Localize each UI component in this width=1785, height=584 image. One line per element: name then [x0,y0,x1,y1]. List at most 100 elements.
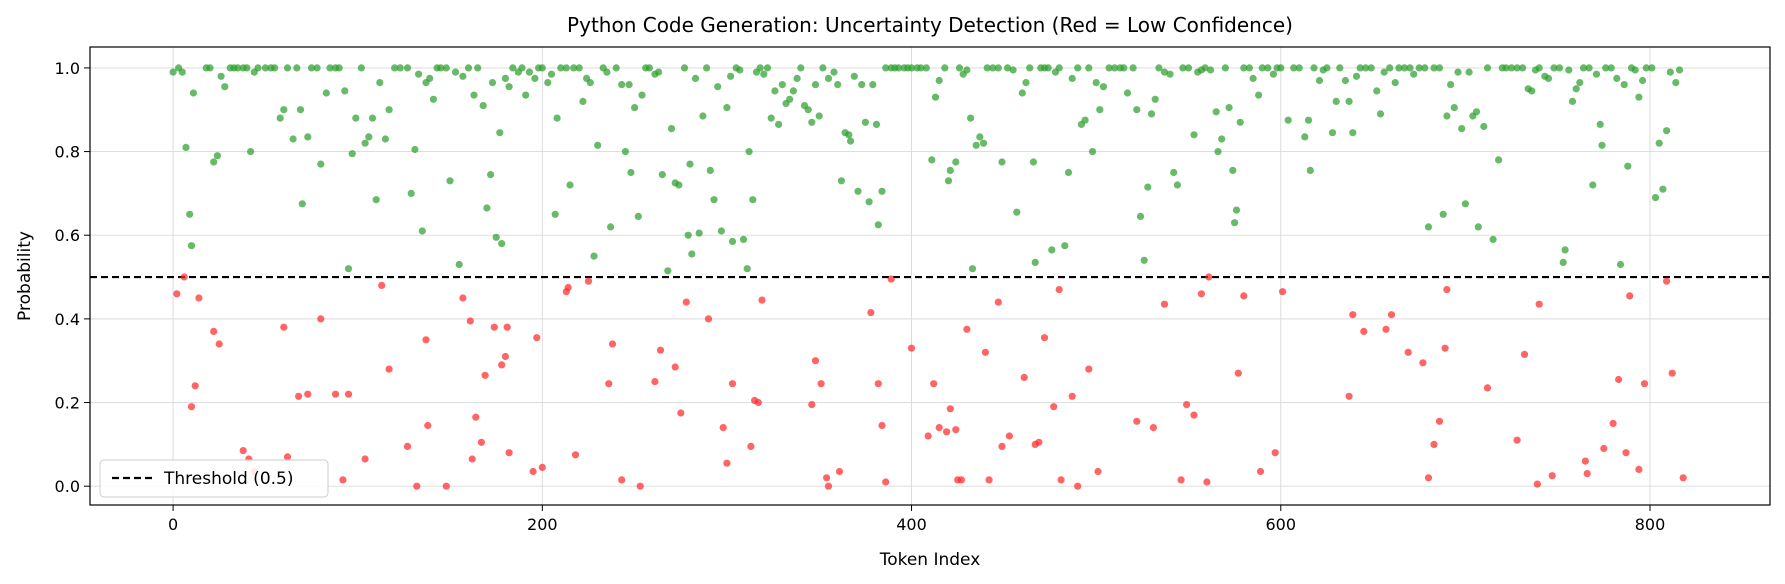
data-point [1631,66,1639,74]
data-point [1579,64,1588,72]
data-point [1585,64,1593,72]
data-point [492,233,500,241]
data-point [1592,70,1601,78]
data-point [1663,127,1671,135]
data-point [778,81,786,89]
data-point [522,91,530,99]
data-point [1443,286,1451,294]
data-point [304,390,312,398]
data-point [566,181,574,189]
data-point [1380,68,1388,76]
data-point [817,380,825,388]
data-point [1424,474,1433,482]
data-point [887,275,895,283]
data-point [1310,64,1318,72]
data-point [501,352,509,361]
data-point [1057,476,1065,484]
data-point [468,455,476,463]
data-point [1465,68,1473,76]
x-axis-label: Token Index [879,550,981,570]
data-point [280,106,288,114]
data-point [1568,97,1577,105]
data-point [1050,403,1058,411]
data-point [684,231,692,239]
data-point [878,187,886,195]
data-point [952,426,960,434]
data-point [1245,64,1253,72]
data-point [1461,200,1469,208]
data-point [704,315,713,323]
data-point [293,64,301,72]
data-point [557,64,565,72]
data-point [1155,64,1163,72]
data-point [529,467,537,476]
data-point [636,482,644,490]
data-point [442,482,450,490]
data-point [533,334,541,342]
data-point [1096,106,1104,114]
data-point [955,64,964,72]
data-point [1074,482,1082,490]
data-point [1406,64,1414,72]
data-point [1679,474,1687,482]
data-point [1640,380,1649,388]
data-point [307,64,316,72]
data-point [1544,74,1553,82]
data-point [1203,478,1211,486]
data-point [603,68,611,76]
data-point [612,64,620,72]
legend: Threshold (0.5) [99,459,329,498]
y-axis-ticks: 0.0 0.2 0.4 0.6 0.8 1.0 [55,59,90,496]
data-point [634,212,642,220]
data-point [206,64,214,72]
data-point [575,64,583,72]
data-point [1439,210,1447,218]
data-point [1018,89,1026,97]
data-point [655,68,663,76]
data-point [1177,476,1185,484]
data-point [505,449,513,457]
data-point [680,64,689,72]
data-point [727,72,735,80]
data-point [490,323,498,331]
data-point [824,74,833,82]
data-point [1031,258,1039,266]
data-point [1323,64,1331,72]
data-point [451,68,460,76]
data-point [403,64,412,72]
data-point [1447,81,1455,89]
data-point [739,235,748,243]
data-point [771,87,779,95]
data-point [429,95,437,103]
data-point [854,187,862,195]
data-point [1655,139,1663,147]
data-point [1635,465,1643,473]
data-point [1387,311,1396,319]
data-point [1535,64,1543,72]
data-point [1184,64,1193,72]
data-point [1495,156,1503,164]
data-point [671,363,679,371]
data-point [466,317,474,325]
data-point [1003,64,1012,72]
data-point [1666,68,1674,76]
data-point [1029,158,1037,166]
data-point [1642,64,1650,72]
data-point [1362,64,1370,72]
data-point [186,210,194,218]
data-point [907,344,916,352]
data-point [234,64,242,72]
y-tick-label: 0.8 [55,143,80,162]
data-point [498,361,506,369]
data-point [1269,70,1277,78]
data-point [304,133,312,141]
data-point [1094,467,1102,476]
data-point [1166,70,1174,78]
data-point [811,357,820,365]
data-point [1074,64,1082,72]
data-point [215,340,223,348]
data-point [1435,64,1444,72]
data-point [763,64,772,72]
data-point [1249,74,1257,82]
